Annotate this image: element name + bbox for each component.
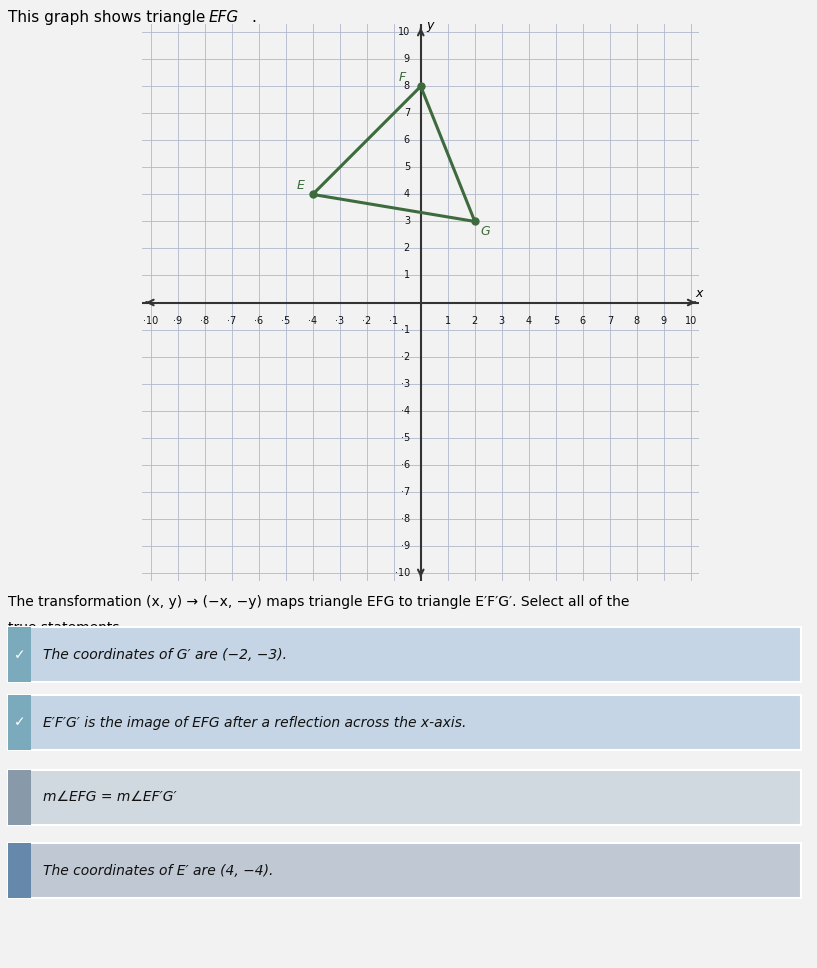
Text: 10: 10 [685,316,697,326]
Text: ·3: ·3 [335,316,344,326]
Text: ✓: ✓ [14,715,25,730]
Text: 10: 10 [398,27,410,38]
Text: ·9: ·9 [401,541,410,551]
Text: 6: 6 [404,136,410,145]
Text: .: . [252,10,257,24]
Text: ·2: ·2 [400,351,410,361]
Text: ·10: ·10 [143,316,158,326]
Text: ·4: ·4 [308,316,317,326]
Text: ·1: ·1 [389,316,399,326]
Text: 5: 5 [553,316,559,326]
Text: 2: 2 [471,316,478,326]
Text: ·2: ·2 [362,316,372,326]
Text: ·6: ·6 [401,460,410,469]
Text: ·7: ·7 [227,316,236,326]
Text: ✓: ✓ [14,648,25,662]
Text: x: x [695,287,703,299]
Text: 5: 5 [404,163,410,172]
Text: 9: 9 [661,316,667,326]
Text: 7: 7 [404,108,410,118]
Text: E′F′G′ is the image of EFG after a reflection across the x-axis.: E′F′G′ is the image of EFG after a refle… [43,715,467,730]
Text: 6: 6 [580,316,586,326]
Text: 8: 8 [404,81,410,91]
Text: 7: 7 [607,316,613,326]
Text: m∠EFG = m∠EF′G′: m∠EFG = m∠EF′G′ [43,790,177,804]
Text: EFG: EFG [208,10,239,24]
Text: ·5: ·5 [400,433,410,442]
Text: 1: 1 [404,270,410,281]
Text: true statements.: true statements. [8,621,124,635]
Text: E: E [297,179,305,192]
Text: 3: 3 [498,316,505,326]
Text: ·7: ·7 [400,487,410,497]
Text: ·10: ·10 [395,567,410,578]
Text: 4: 4 [526,316,532,326]
Text: y: y [426,19,434,32]
Text: ·8: ·8 [200,316,209,326]
Text: This graph shows triangle: This graph shows triangle [8,10,211,24]
Text: G: G [480,226,490,238]
Text: The coordinates of E′ are (4, −4).: The coordinates of E′ are (4, −4). [43,863,274,878]
Text: ·3: ·3 [401,378,410,388]
Text: ·8: ·8 [401,514,410,524]
Text: ·6: ·6 [254,316,263,326]
Text: 2: 2 [404,244,410,254]
Text: 8: 8 [634,316,640,326]
Text: 1: 1 [444,316,451,326]
Text: 4: 4 [404,190,410,199]
Text: The transformation (x, y) → (−x, −y) maps triangle EFG to triangle E′F′G′. Selec: The transformation (x, y) → (−x, −y) map… [8,595,630,609]
Text: ·4: ·4 [401,406,410,415]
Text: ·5: ·5 [281,316,290,326]
Text: ·1: ·1 [401,324,410,335]
Text: F: F [399,71,406,83]
Text: ·9: ·9 [173,316,182,326]
Text: 3: 3 [404,217,410,227]
Text: The coordinates of G′ are (−2, −3).: The coordinates of G′ are (−2, −3). [43,648,288,662]
Text: 9: 9 [404,54,410,64]
